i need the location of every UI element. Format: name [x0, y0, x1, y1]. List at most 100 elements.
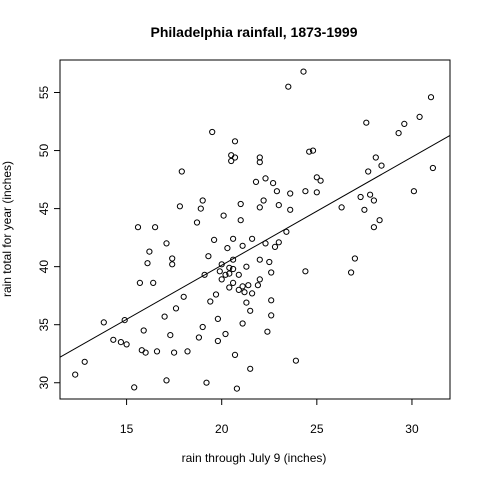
data-point	[224, 245, 231, 252]
data-point	[292, 357, 299, 364]
data-point	[163, 240, 170, 247]
data-point	[275, 239, 282, 246]
data-point	[226, 270, 233, 277]
data-point	[214, 337, 221, 345]
data-point	[150, 279, 157, 286]
data-point	[199, 197, 206, 204]
data-point	[180, 293, 187, 300]
data-point	[283, 228, 290, 235]
data-point	[214, 315, 221, 322]
data-point	[245, 282, 252, 289]
data-point	[231, 138, 239, 145]
y-tick-label: 40	[37, 260, 51, 274]
data-point	[254, 282, 261, 289]
data-point	[231, 351, 239, 358]
data-point	[144, 260, 151, 267]
data-point	[395, 130, 402, 137]
data-point	[231, 154, 239, 161]
data-point	[287, 190, 294, 197]
data-point	[209, 128, 216, 136]
data-point	[367, 191, 374, 198]
data-point	[306, 148, 313, 155]
data-point	[247, 307, 254, 314]
data-point	[285, 83, 292, 90]
y-tick-label: 35	[37, 318, 51, 332]
data-point	[239, 320, 246, 327]
data-point	[243, 299, 250, 306]
data-point	[81, 358, 88, 365]
data-point	[239, 242, 246, 249]
chart-title: Philadelphia rainfall, 1873-1999	[151, 24, 358, 40]
data-point	[256, 256, 263, 263]
data-point	[230, 265, 237, 273]
data-point	[313, 174, 320, 181]
data-point	[271, 243, 279, 250]
data-point	[153, 348, 161, 355]
data-point	[309, 147, 317, 154]
y-axis-label: rain total for year (inches)	[0, 161, 14, 297]
data-point	[361, 206, 368, 213]
data-point	[138, 347, 145, 354]
data-point	[300, 68, 307, 75]
data-point	[123, 341, 130, 348]
data-point	[270, 180, 277, 187]
data-point	[247, 365, 254, 372]
y-axis: 30 35 40 45 50 55	[37, 86, 60, 390]
data-point	[140, 327, 147, 334]
data-point	[212, 291, 220, 298]
data-point	[256, 154, 263, 161]
data-point	[266, 258, 273, 266]
data-point	[230, 279, 237, 286]
data-point	[302, 188, 309, 195]
plot-frame	[59, 59, 451, 400]
data-point	[152, 224, 159, 231]
data-point	[429, 164, 436, 172]
data-point	[211, 236, 218, 243]
data-point	[268, 269, 275, 276]
data-point	[169, 261, 176, 268]
x-tick-label: 30	[405, 422, 419, 436]
y-tick-label: 30	[37, 376, 51, 390]
data-point	[222, 271, 229, 278]
data-point	[72, 371, 79, 378]
data-point	[203, 379, 210, 386]
data-point	[256, 159, 263, 166]
data-point	[410, 188, 417, 195]
data-point	[338, 204, 345, 211]
data-point	[264, 328, 271, 335]
data-point	[233, 385, 240, 392]
data-point	[235, 271, 242, 278]
data-point	[171, 349, 178, 356]
data-point	[372, 154, 379, 161]
data-point	[363, 119, 370, 126]
data-point	[121, 317, 128, 324]
regression-line	[59, 135, 451, 358]
data-point	[348, 269, 355, 276]
data-point	[235, 286, 242, 293]
data-point	[176, 203, 183, 210]
data-point	[100, 319, 107, 326]
data-point	[317, 177, 324, 184]
data-point	[365, 168, 372, 175]
data-point	[287, 206, 294, 213]
data-point	[178, 168, 185, 175]
data-point	[237, 200, 244, 208]
data-marks	[59, 68, 451, 392]
data-point	[193, 219, 201, 226]
data-point	[252, 178, 260, 185]
data-point	[370, 197, 377, 204]
x-axis-label: rain through July 9 (inches)	[182, 451, 327, 465]
data-point	[161, 313, 168, 320]
x-tick-label: 25	[310, 422, 324, 436]
data-point	[275, 202, 282, 209]
data-point	[249, 290, 256, 297]
data-point	[172, 305, 180, 312]
data-point	[110, 336, 117, 343]
data-point	[146, 248, 153, 255]
data-point	[427, 94, 435, 101]
data-point	[222, 330, 229, 338]
data-point	[226, 264, 233, 271]
data-point	[401, 120, 408, 128]
data-point	[237, 217, 244, 224]
